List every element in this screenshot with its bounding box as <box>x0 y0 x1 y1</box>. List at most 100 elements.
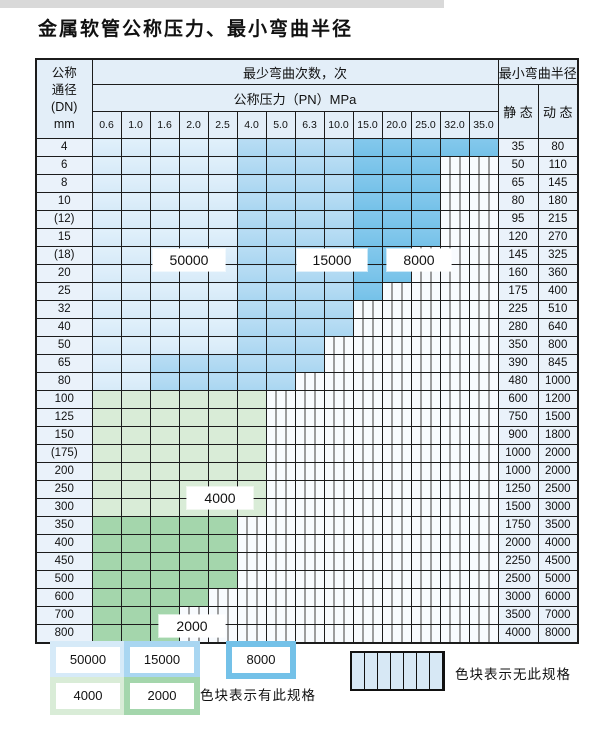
spec-cell <box>207 192 238 211</box>
spec-cell <box>178 336 209 355</box>
spec-cell <box>120 498 151 517</box>
no-spec-cell <box>439 408 470 427</box>
static-radius-cell: 50 <box>497 156 539 175</box>
spec-cell <box>178 174 209 193</box>
spec-cell <box>120 282 151 301</box>
spec-cell <box>323 228 354 247</box>
table-row: 10 80 180 <box>35 192 579 211</box>
static-radius-cell: 2250 <box>497 552 539 571</box>
no-spec-cell <box>352 534 383 553</box>
spec-cell <box>207 210 238 229</box>
spec-cell <box>323 300 354 319</box>
no-spec-cell <box>323 534 354 553</box>
no-spec-cell <box>439 174 470 193</box>
spec-cell <box>410 228 441 247</box>
no-spec-cell <box>265 552 296 571</box>
table-row: 700 3500 7000 <box>35 606 579 625</box>
radius-header: 最小弯曲半径 <box>497 58 579 85</box>
table-row: 25 175 400 <box>35 282 579 301</box>
spec-cell <box>91 444 122 463</box>
spec-cell <box>120 444 151 463</box>
spec-cell <box>91 588 122 607</box>
no-spec-cell <box>352 516 383 535</box>
spec-cell <box>91 390 122 409</box>
spec-cell <box>178 426 209 445</box>
dynamic-radius-cell: 4000 <box>537 534 579 553</box>
table-row: 400 2000 4000 <box>35 534 579 553</box>
spec-cell <box>178 228 209 247</box>
legend-swatch-50000: 50000 <box>50 641 126 679</box>
no-spec-cell <box>439 282 470 301</box>
bend-cycles-header: 最少弯曲次数，次 <box>91 58 499 85</box>
region-label-50000: 50000 <box>153 249 225 271</box>
spec-cell <box>207 426 238 445</box>
spec-cell <box>207 318 238 337</box>
no-spec-cell <box>294 498 325 517</box>
no-spec-cell <box>439 300 470 319</box>
dynamic-radius-cell: 6000 <box>537 588 579 607</box>
no-spec-cell <box>468 192 499 211</box>
spec-cell <box>120 588 151 607</box>
spec-cell <box>265 246 296 265</box>
no-spec-cell <box>381 300 412 319</box>
dynamic-radius-cell: 845 <box>537 354 579 373</box>
spec-cell <box>120 408 151 427</box>
dynamic-radius-cell: 2000 <box>537 462 579 481</box>
spec-cell <box>149 552 180 571</box>
pressure-col-header: 2.5 <box>207 111 238 139</box>
spec-cell <box>149 390 180 409</box>
no-spec-cell <box>410 624 441 644</box>
no-spec-cell <box>410 588 441 607</box>
spec-cell <box>149 498 180 517</box>
dynamic-radius-cell: 360 <box>537 264 579 283</box>
no-spec-cell <box>294 624 325 644</box>
spec-cell <box>120 462 151 481</box>
spec-cell <box>410 156 441 175</box>
spec-cell <box>207 336 238 355</box>
spec-cell <box>149 156 180 175</box>
no-spec-cell <box>352 444 383 463</box>
table-row: 200 1000 2000 <box>35 462 579 481</box>
table-row: 80 480 1000 <box>35 372 579 391</box>
legend-swatch-15000: 15000 <box>124 641 200 679</box>
no-spec-cell <box>381 498 412 517</box>
spec-cell <box>294 156 325 175</box>
no-spec-cell <box>236 606 267 625</box>
no-spec-cell <box>468 228 499 247</box>
dn-cell: 8 <box>35 174 93 193</box>
spec-cell <box>120 372 151 391</box>
spec-cell <box>410 192 441 211</box>
no-spec-cell <box>323 462 354 481</box>
spec-cell <box>149 534 180 553</box>
table-row: 300 1500 3000 <box>35 498 579 517</box>
spec-cell <box>236 408 267 427</box>
no-spec-cell <box>323 408 354 427</box>
pressure-col-header: 15.0 <box>352 111 383 139</box>
spec-cell <box>265 282 296 301</box>
spec-cell <box>236 336 267 355</box>
static-radius-cell: 3000 <box>497 588 539 607</box>
spec-cell <box>120 228 151 247</box>
no-spec-cell <box>294 552 325 571</box>
table-row: 20 160 360 <box>35 264 579 283</box>
spec-cell <box>120 426 151 445</box>
spec-cell <box>265 318 296 337</box>
static-radius-cell: 600 <box>497 390 539 409</box>
pressure-col-header: 35.0 <box>468 111 499 139</box>
no-spec-cell <box>381 534 412 553</box>
static-radius-cell: 350 <box>497 336 539 355</box>
spec-cell <box>91 552 122 571</box>
spec-cell <box>178 210 209 229</box>
legend-swatch-4000: 4000 <box>50 677 126 715</box>
spec-cell <box>323 138 354 157</box>
spec-cell <box>468 138 499 157</box>
region-label-15000: 15000 <box>297 249 367 271</box>
spec-cell <box>265 372 296 391</box>
no-spec-cell <box>410 408 441 427</box>
spec-cell <box>178 444 209 463</box>
spec-cell <box>381 192 412 211</box>
spec-cell <box>120 516 151 535</box>
no-spec-cell <box>352 390 383 409</box>
no-spec-cell <box>352 498 383 517</box>
dynamic-radius-cell: 8000 <box>537 624 579 644</box>
